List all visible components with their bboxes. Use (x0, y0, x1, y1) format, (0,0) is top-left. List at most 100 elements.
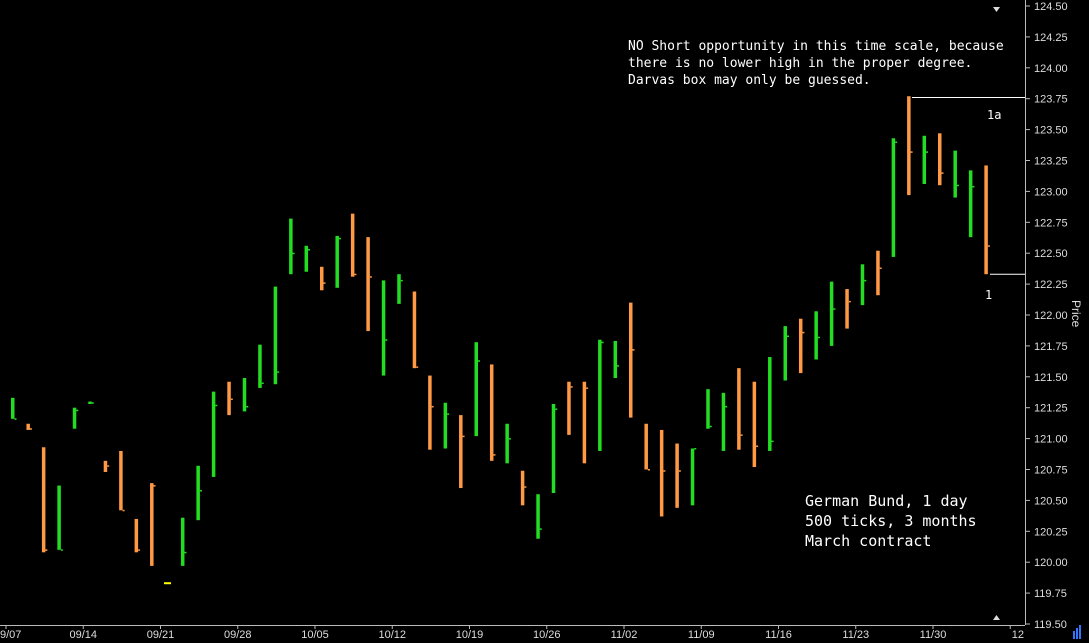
ohlc-bar (180, 517, 185, 566)
ohlc-close-tick (184, 551, 187, 554)
ohlc-bar (103, 460, 108, 472)
y-tick-label: 123.00 (1034, 186, 1068, 198)
ohlc-bar (57, 485, 61, 550)
ohlc-close-tick (215, 404, 218, 407)
ohlc-close-tick (972, 185, 975, 188)
ohlc-bar (474, 342, 478, 437)
y-tick-label: 119.75 (1034, 588, 1067, 600)
ohlc-bar (412, 291, 417, 369)
x-tick-label: 11/09 (688, 629, 715, 641)
ohlc-close-tick (323, 282, 326, 284)
y-tick-label: 120.50 (1034, 495, 1068, 507)
level-label-1: 1 (985, 288, 993, 302)
ohlc-close-tick (524, 486, 527, 488)
x-tick-label: 9/07 (0, 629, 21, 641)
ohlc-close-tick (586, 387, 589, 389)
ohlc-bar (768, 357, 772, 451)
ohlc-close-tick (91, 402, 94, 404)
ohlc-bar (134, 518, 139, 553)
y-tick-label: 123.50 (1034, 125, 1068, 137)
resize-grip-icon[interactable] (1073, 625, 1081, 639)
x-tick-label: 09/28 (224, 629, 252, 641)
ohlc-close-tick (107, 465, 110, 467)
ohlc-bar (706, 389, 710, 429)
ohlc-bar (273, 286, 278, 385)
ohlc-bar (644, 423, 648, 470)
ohlc-bar (381, 280, 386, 376)
ohlc-bar (227, 381, 231, 416)
ohlc-close-tick (277, 371, 280, 373)
ohlc-close-tick (864, 279, 867, 282)
scroll-down-arrow-icon[interactable] (993, 7, 1000, 12)
ohlc-bar (629, 302, 633, 418)
ohlc-bar (196, 465, 200, 521)
ohlc-bar (737, 368, 741, 450)
ohlc-bar (938, 133, 942, 186)
scroll-up-arrow-icon[interactable] (993, 615, 1000, 620)
ohlc-bar (907, 96, 911, 196)
annotation-contract-info: German Bund, 1 day 500 ticks, 3 months M… (805, 492, 977, 550)
ohlc-bar (567, 381, 571, 435)
y-tick-label: 121.25 (1034, 403, 1068, 415)
y-tick-label: 122.75 (1034, 217, 1068, 229)
x-tick-label: 11/02 (611, 629, 638, 641)
ohlc-bar (489, 364, 494, 461)
ohlc-bar (829, 281, 834, 346)
ohlc-bar (304, 245, 309, 272)
ohlc-bar (783, 326, 787, 381)
ohlc-close-tick (617, 365, 620, 367)
ohlc-close-tick (478, 360, 480, 362)
y-tick-label: 122.00 (1034, 310, 1068, 322)
y-tick-label: 119.50 (1034, 619, 1067, 631)
ohlc-bar (845, 289, 849, 329)
ohlc-bar (968, 170, 973, 238)
ohlc-close-tick (895, 141, 898, 143)
ohlc-close-tick (956, 184, 959, 187)
ohlc-close-tick (879, 267, 882, 270)
ohlc-bar (613, 340, 618, 379)
ohlc-close-tick (431, 405, 434, 408)
ohlc-close-tick (462, 435, 465, 438)
ohlc-close-tick (493, 454, 496, 456)
ohlc-bar (26, 423, 30, 430)
y-tick-label: 123.25 (1034, 156, 1068, 168)
y-tick-label: 122.25 (1034, 279, 1068, 291)
ohlc-close-tick (663, 470, 666, 472)
ohlc-bar (88, 401, 92, 404)
ohlc-bar (922, 135, 927, 184)
ohlc-bar (953, 150, 957, 198)
ohlc-bar (814, 311, 818, 360)
y-tick-label: 122.50 (1034, 248, 1068, 260)
y-tick-label: 121.75 (1034, 341, 1068, 353)
ohlc-bar (459, 415, 463, 489)
ohlc-close-tick (60, 549, 63, 551)
ohlc-close-tick (802, 331, 805, 334)
price-axis-label: Price (1069, 300, 1083, 328)
y-tick-label: 124.50 (1034, 1, 1068, 13)
ohlc-bar (443, 402, 448, 449)
y-tick-label: 120.75 (1034, 465, 1068, 477)
x-tick-label: 10/26 (533, 629, 561, 641)
ohlc-bar (582, 381, 587, 464)
ohlc-close-tick (45, 549, 48, 551)
x-tick-label: 11/30 (920, 629, 947, 641)
y-tick-label: 124.00 (1034, 63, 1068, 75)
ohlc-close-tick (76, 409, 79, 412)
x-tick-label: 11/16 (765, 629, 792, 641)
ohlc-close-tick (447, 413, 450, 415)
ohlc-close-tick (848, 300, 851, 303)
y-tick-label: 120.25 (1034, 526, 1068, 538)
ohlc-close-tick (926, 151, 929, 153)
ohlc-bar (690, 448, 695, 506)
ohlc-bar (289, 218, 293, 275)
ohlc-bar (675, 443, 679, 508)
ohlc-bar (520, 470, 525, 506)
ohlc-bar (860, 264, 865, 306)
price-axis-ticks: 124.50 124.25 124.00 123.75 123.50 123.25 123.… (1025, 1, 1068, 631)
ohlc-bar (397, 274, 401, 304)
ohlc-bar (211, 391, 216, 477)
ohlc-close-tick (941, 172, 944, 174)
ohlc-bar (551, 403, 556, 493)
y-tick-label: 120.00 (1034, 557, 1068, 569)
ohlc-close-tick (570, 386, 573, 388)
